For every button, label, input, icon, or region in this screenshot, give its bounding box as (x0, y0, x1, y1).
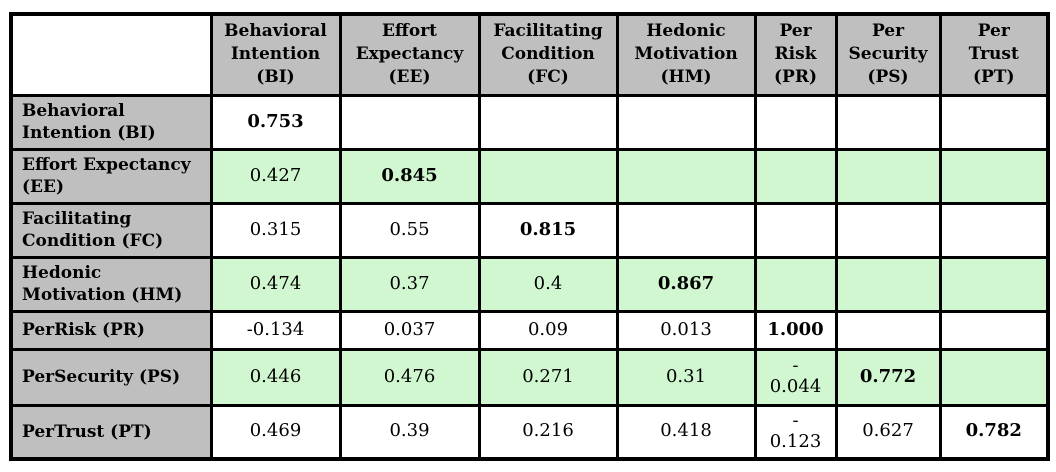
matrix-cell-6-0: 0.469 (209, 403, 342, 461)
matrix-cell-2-1: 0.55 (338, 201, 481, 259)
column-header-2: Facilitating Condition (FC) (477, 12, 619, 97)
header-row: Behavioral Intention (BI) Effort Expectan… (9, 12, 1050, 97)
matrix-cell-6-3: 0.418 (615, 403, 757, 461)
matrix-cell-0-0: 0.753 (209, 93, 342, 151)
row-label-2: Facilitating Condition (FC) (9, 201, 213, 259)
table-row-0: Behavioral Intention (BI) 0.753 (9, 93, 1050, 151)
matrix-cell-5-0: 0.446 (209, 347, 342, 407)
row-label-6: PerTrust (PT) (9, 403, 213, 461)
column-header-3: Hedonic Motivation (HM) (615, 12, 757, 97)
matrix-cell-3-4 (753, 255, 838, 313)
matrix-cell-4-5 (834, 309, 942, 351)
matrix-cell-2-6 (938, 201, 1050, 259)
matrix-cell-2-0: 0.315 (209, 201, 342, 259)
matrix-cell-3-6 (938, 255, 1050, 313)
column-header-0: Behavioral Intention (BI) (209, 12, 342, 97)
matrix-cell-2-2: 0.815 (477, 201, 619, 259)
row-label-4: PerRisk (PR) (9, 309, 213, 351)
column-header-4: Per Risk (PR) (753, 12, 838, 97)
matrix-cell-5-2: 0.271 (477, 347, 619, 407)
matrix-cell-0-2 (477, 93, 619, 151)
matrix-cell-2-4 (753, 201, 838, 259)
column-header-5: Per Security (PS) (834, 12, 942, 97)
matrix-cell-3-0: 0.474 (209, 255, 342, 313)
matrix-cell-5-6 (938, 347, 1050, 407)
matrix-cell-1-6 (938, 147, 1050, 205)
matrix-cell-4-1: 0.037 (338, 309, 481, 351)
matrix-cell-0-4 (753, 93, 838, 151)
table-row-2: Facilitating Condition (FC) 0.315 0.55 0.81… (9, 201, 1050, 259)
matrix-cell-4-3: 0.013 (615, 309, 757, 351)
matrix-cell-6-2: 0.216 (477, 403, 619, 461)
matrix-cell-0-6 (938, 93, 1050, 151)
table-row-4: PerRisk (PR) -0.134 0.037 0.09 0.013 1.000 (9, 309, 1050, 351)
matrix-cell-6-6: 0.782 (938, 403, 1050, 461)
matrix-cell-3-5 (834, 255, 942, 313)
table-row-1: Effort Expectancy (EE) 0.427 0.845 (9, 147, 1050, 205)
matrix-cell-1-1: 0.845 (338, 147, 481, 205)
matrix-cell-1-3 (615, 147, 757, 205)
column-header-6: Per Trust (PT) (938, 12, 1050, 97)
matrix-cell-4-4: 1.000 (753, 309, 838, 351)
matrix-cell-1-4 (753, 147, 838, 205)
matrix-cell-2-3 (615, 201, 757, 259)
matrix-cell-4-0: -0.134 (209, 309, 342, 351)
matrix-cell-5-4: - 0.044 (753, 347, 838, 407)
matrix-cell-5-5: 0.772 (834, 347, 942, 407)
matrix-cell-6-4: - 0.123 (753, 403, 838, 461)
table-header: Behavioral Intention (BI) Effort Expectan… (9, 12, 1050, 97)
corner-cell (9, 12, 213, 97)
matrix-cell-1-0: 0.427 (209, 147, 342, 205)
row-label-0: Behavioral Intention (BI) (9, 93, 213, 151)
matrix-cell-0-5 (834, 93, 942, 151)
table-row-5: PerSecurity (PS) 0.446 0.476 0.271 0.31- 0.0… (9, 347, 1050, 407)
matrix-cell-0-1 (338, 93, 481, 151)
matrix-cell-4-6 (938, 309, 1050, 351)
matrix-cell-3-2: 0.4 (477, 255, 619, 313)
table-row-6: PerTrust (PT) 0.469 0.39 0.216 0.418- 0.123 0… (9, 403, 1050, 461)
correlation-matrix-table: Behavioral Intention (BI) Effort Expectan… (9, 12, 1050, 461)
row-label-3: Hedonic Motivation (HM) (9, 255, 213, 313)
row-label-1: Effort Expectancy (EE) (9, 147, 213, 205)
matrix-cell-1-2 (477, 147, 619, 205)
matrix-cell-0-3 (615, 93, 757, 151)
matrix-cell-6-5: 0.627 (834, 403, 942, 461)
matrix-cell-5-1: 0.476 (338, 347, 481, 407)
matrix-cell-1-5 (834, 147, 942, 205)
matrix-cell-5-3: 0.31 (615, 347, 757, 407)
matrix-cell-4-2: 0.09 (477, 309, 619, 351)
table-row-3: Hedonic Motivation (HM) 0.474 0.37 0.4 0.867 (9, 255, 1050, 313)
matrix-cell-3-3: 0.867 (615, 255, 757, 313)
matrix-cell-6-1: 0.39 (338, 403, 481, 461)
column-header-1: Effort Expectancy (EE) (338, 12, 481, 97)
table-body: Behavioral Intention (BI) 0.753 Effort Exp… (9, 93, 1050, 461)
matrix-cell-2-5 (834, 201, 942, 259)
matrix-cell-3-1: 0.37 (338, 255, 481, 313)
row-label-5: PerSecurity (PS) (9, 347, 213, 407)
